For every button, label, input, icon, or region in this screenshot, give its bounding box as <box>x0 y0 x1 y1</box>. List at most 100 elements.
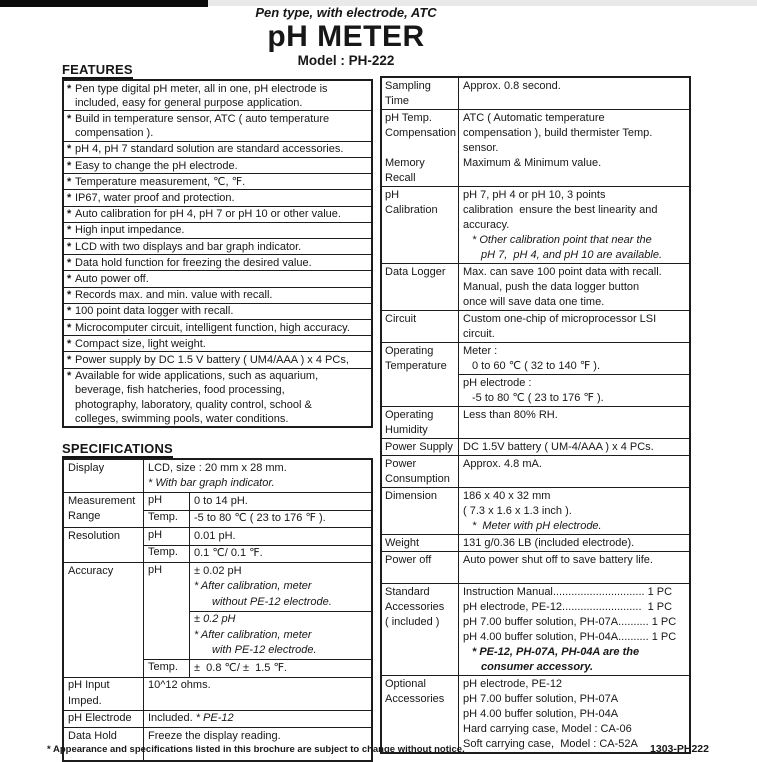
row-label: Weight <box>382 535 459 551</box>
subrow-label: pH <box>144 493 190 510</box>
text-line: LCD, size : 20 mm x 28 mm. <box>148 461 287 474</box>
row-value: Approx. 4.8 mA. <box>459 456 689 487</box>
subrow-label: Temp. <box>144 545 190 562</box>
bullet-asterisk: * <box>67 208 72 221</box>
bullet-asterisk: * <box>67 321 72 334</box>
spec-row-operating-humidity: Operating Humidity Less than 80% RH. <box>382 406 689 438</box>
row-value: ATC ( Automatic temperature compensation … <box>459 110 689 186</box>
text-line: 0.1 ℃/ 0.1 ℉. <box>194 547 263 559</box>
text-line: 10^12 ohms. <box>148 679 211 691</box>
subrow-label: Temp. <box>144 510 190 527</box>
text-line: -5 to 80 ℃ ( 23 to 176 ℉ ). <box>194 512 326 524</box>
specifications-table-right: Sampling Time Approx. 0.8 second. pH Tem… <box>380 76 691 754</box>
text-line: Less than 80% RH. <box>463 408 558 421</box>
text-line: pH 4.00 buffer solution, PH-04A.........… <box>463 630 677 643</box>
row-value: pH 7, pH 4 or pH 10, 3 points calibration… <box>459 187 689 263</box>
row-subrows: pH 0 to 14 pH. Temp. -5 to 80 ℃ ( 23 to … <box>144 493 371 527</box>
feature-text: Temperature measurement, ℃, ℉. <box>75 175 246 188</box>
bullet-asterisk: * <box>67 191 72 204</box>
model-number: Model : PH-222 <box>297 53 395 68</box>
feature-text: Microcomputer circuit, intelligent funct… <box>75 321 350 334</box>
feature-text: Compact size, light weight. <box>75 337 206 350</box>
page-title: pH METER <box>267 20 425 53</box>
row-label: Circuit <box>382 311 459 342</box>
row-value: Approx. 0.8 second. <box>459 78 689 109</box>
feature-item: * LCD with two displays and bar graph in… <box>64 238 371 254</box>
footer-document-code: 1303-PH222 <box>650 743 709 755</box>
text-line: calibration ensure the best linearity an… <box>463 203 658 216</box>
feature-text: pH 4, pH 7 standard solution are standar… <box>75 143 344 156</box>
spec-row-operating-temperature: Operating Temperature Meter : 0 to 60 ℃ (… <box>382 342 689 406</box>
text-line: 0.01 pH. <box>194 529 236 542</box>
feature-item: * Power supply by DC 1.5 V battery ( UM4… <box>64 351 371 367</box>
spec-row-dimension: Dimension 186 x 40 x 32 mm ( 7.3 x 1.6 x … <box>382 487 689 534</box>
subrow-label: pH <box>144 563 190 659</box>
row-value: Included. * PE-12 <box>144 711 371 728</box>
spec-row-display: Display LCD, size : 20 mm x 28 mm. * With… <box>64 460 371 492</box>
subrow-value: -5 to 80 ℃ ( 23 to 176 ℉ ). <box>190 511 371 528</box>
bullet-asterisk: * <box>67 256 72 269</box>
row-label: Optional Accessories <box>382 676 459 752</box>
row-label: Power Consumption <box>382 456 459 487</box>
feature-text: IP67, water proof and protection. <box>75 191 235 204</box>
row-subrows: pH ± 0.02 pH * After calibration, meter wi… <box>144 563 371 677</box>
row-label: Resolution <box>64 528 144 562</box>
row-value: Freeze the display reading. <box>144 728 371 760</box>
spec-row-accuracy: Accuracy pH ± 0.02 pH * After calibration… <box>64 562 371 677</box>
bullet-asterisk: * <box>67 289 72 302</box>
subrow-ph: pH ± 0.02 pH * After calibration, meter wi… <box>144 563 371 659</box>
bullet-asterisk: * <box>67 337 72 350</box>
spec-row-ph-electrode: pH Electrode Included. * PE-12 <box>64 709 371 728</box>
text-line: pH electrode, PE-12.....................… <box>463 600 673 613</box>
scan-edge-strip <box>0 0 757 6</box>
row-label: pH Temp. Compensation Memory Recall <box>382 110 459 186</box>
row-label: pH Input Imped. <box>64 677 144 710</box>
spec-row-measurement-range: Measurement Range pH 0 to 14 pH. Temp. -… <box>64 492 371 527</box>
row-label: Display <box>64 460 144 492</box>
feature-item: * Build in temperature sensor, ATC ( aut… <box>64 110 371 140</box>
feature-text: 100 point data logger with recall. <box>75 305 234 318</box>
document-header: Pen type, with electrode, ATC pH METER M… <box>0 5 692 68</box>
row-label: Dimension <box>382 488 459 534</box>
feature-text: Auto calibration for pH 4, pH 7 or pH 10… <box>75 208 341 221</box>
text-line: pH 7.00 buffer solution, PH-07A.........… <box>463 615 677 628</box>
subrow-label: Temp. <box>144 660 190 677</box>
text-line: without PE-12 electrode. <box>212 595 332 608</box>
text-line: * With bar graph indicator. <box>148 477 275 489</box>
bullet-asterisk: * <box>67 224 72 237</box>
feature-text: Easy to change the pH electrode. <box>75 159 238 172</box>
text-line: pH electrode : <box>463 376 532 389</box>
spec-row-power-off: Power off Auto power shut off to save ba… <box>382 551 689 583</box>
bullet-asterisk: * <box>67 305 72 318</box>
feature-text: LCD with two displays and bar graph indi… <box>75 240 302 253</box>
text-line: pH 7, pH 4, and pH 10 are available. <box>481 248 663 261</box>
row-value: Auto power shut off to save battery life… <box>459 552 689 583</box>
spec-row-power-consumption: Power Consumption Approx. 4.8 mA. <box>382 455 689 487</box>
subrow-temp: Temp. 0.1 ℃/ 0.1 ℉. <box>144 544 371 562</box>
text-line: consumer accessory. <box>481 660 594 673</box>
feature-item: * Temperature measurement, ℃, ℉. <box>64 173 371 189</box>
features-heading: FEATURES <box>62 62 133 79</box>
row-label: Sampling Time <box>382 78 459 109</box>
feature-text: Data hold function for freezing the desi… <box>75 256 312 269</box>
text-line: circuit. <box>463 327 495 340</box>
row-value-blocks: Meter : 0 to 60 ℃ ( 32 to 140 ℉ ). pH ele… <box>459 343 689 406</box>
text-line: Soft carrying case, Model : CA-52A <box>463 737 638 750</box>
bullet-asterisk: * <box>67 240 72 253</box>
feature-text: Pen type digital pH meter, all in one, p… <box>75 82 328 109</box>
text-line: 131 g/0.36 LB (included electrode). <box>463 536 635 549</box>
feature-item: * Microcomputer circuit, intelligent fun… <box>64 319 371 335</box>
spec-row-weight: Weight 131 g/0.36 LB (included electrode… <box>382 534 689 551</box>
row-value: Max. can save 100 point data with recall… <box>459 264 689 310</box>
feature-text: Power supply by DC 1.5 V battery ( UM4/A… <box>75 353 349 366</box>
row-label: Power off <box>382 552 459 583</box>
meter-temp-block: Meter : 0 to 60 ℃ ( 32 to 140 ℉ ). <box>459 343 689 374</box>
bullet-asterisk: * <box>67 143 72 156</box>
specifications-heading: SPECIFICATIONS <box>62 441 173 458</box>
subrow-ph: pH 0 to 14 pH. <box>144 493 371 510</box>
feature-item: * Auto power off. <box>64 270 371 286</box>
feature-text: High input impedance. <box>75 224 185 237</box>
row-label: pH Electrode <box>64 710 144 727</box>
row-value: LCD, size : 20 mm x 28 mm. * With bar gra… <box>144 460 371 492</box>
text-line-emphasis: * PE-12 <box>195 712 234 724</box>
